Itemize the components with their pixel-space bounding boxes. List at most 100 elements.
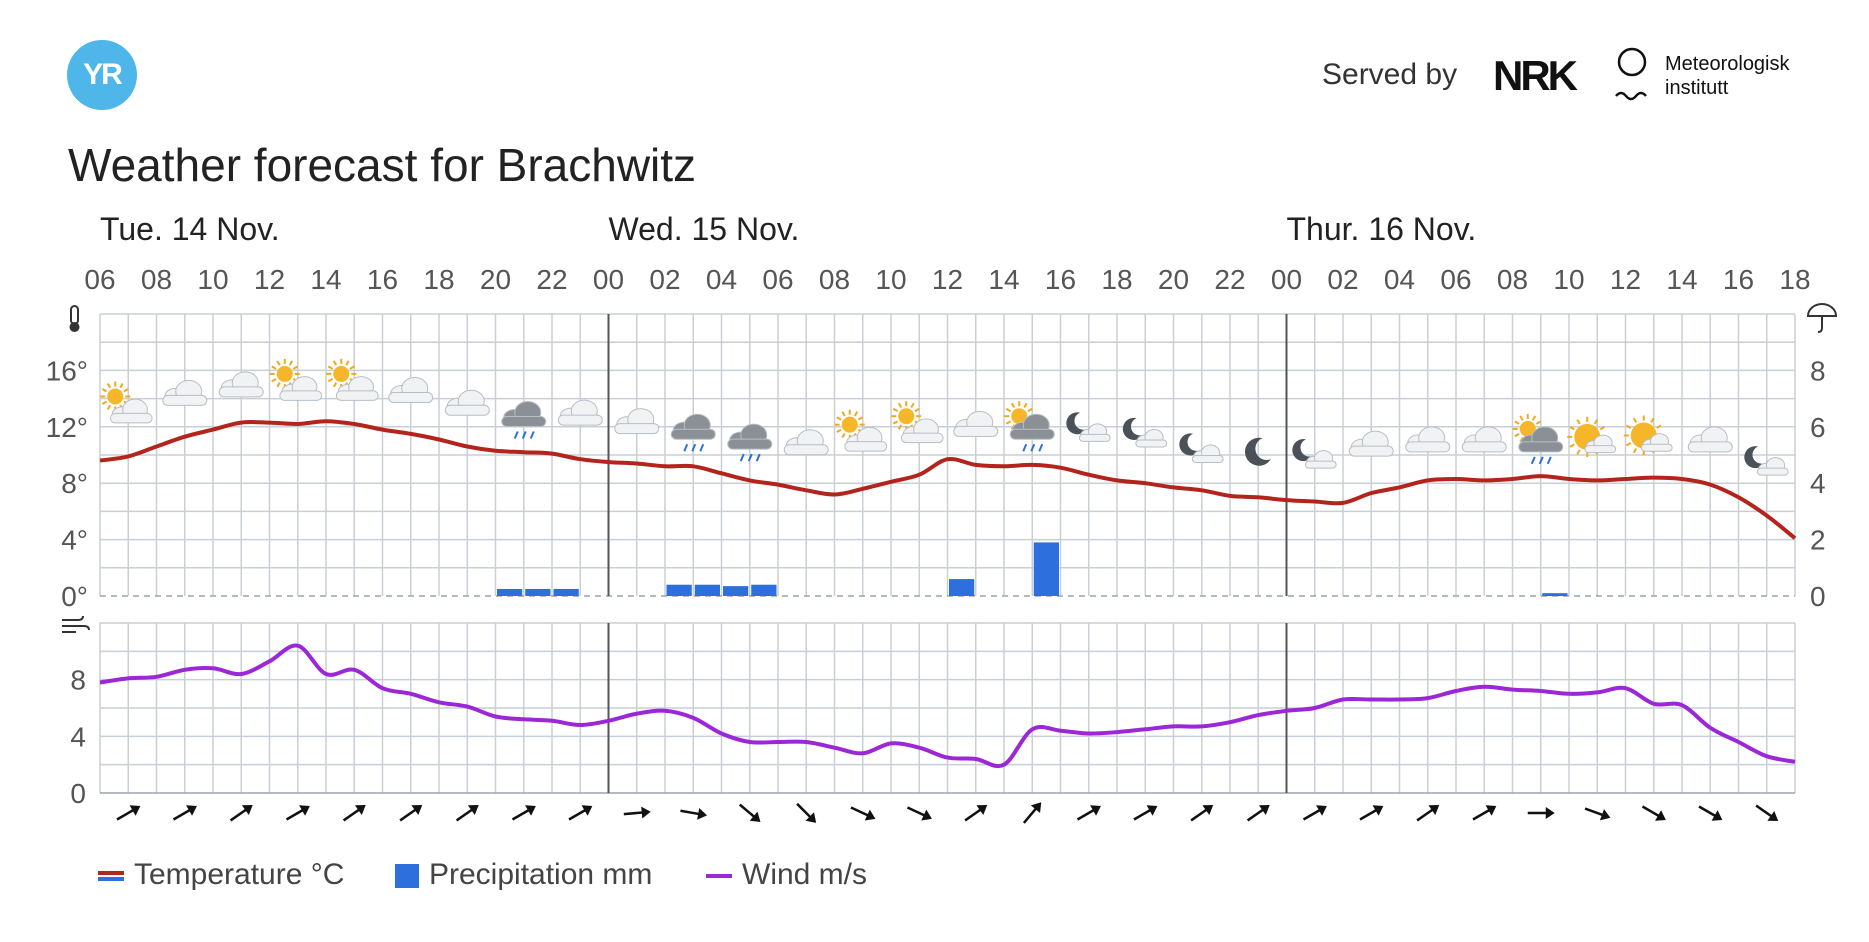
legend-temperature-label: Temperature °C xyxy=(134,858,345,891)
wind-direction-arrow xyxy=(796,802,817,823)
precipitation-y-tick: 8 xyxy=(1810,355,1826,386)
header: YR Served by NRK Meteorologisk institutt xyxy=(0,0,1869,130)
moon-cloud-icon xyxy=(1292,439,1337,469)
x-tick-label: 16 xyxy=(1723,264,1754,295)
served-by-label: Served by xyxy=(1322,58,1458,91)
wind-direction-arrow xyxy=(850,806,876,821)
wind-icon xyxy=(62,615,90,633)
x-tick-label: 04 xyxy=(1384,264,1415,295)
x-tick-label: 10 xyxy=(1553,264,1584,295)
x-tick-label: 12 xyxy=(254,264,285,295)
cloud-icon xyxy=(444,389,490,416)
met-institute-icon xyxy=(1615,47,1647,101)
cloud-icon xyxy=(783,429,829,456)
precipitation-y-tick: 0 xyxy=(1810,581,1826,612)
met-institute-line1: Meteorologisk xyxy=(1665,53,1790,75)
wind-layer xyxy=(99,643,1796,824)
partly-sunny-icon xyxy=(269,358,323,401)
x-tick-label: 16 xyxy=(1045,264,1076,295)
axis-labels: Tue. 14 Nov. Wed. 15 Nov. Thur. 16 Nov.06 0… xyxy=(46,211,1838,809)
rain-cloud-icon xyxy=(670,413,716,452)
cloud-icon xyxy=(1461,426,1507,453)
partly-sunny-icon xyxy=(326,358,379,401)
rain-cloud-icon xyxy=(727,423,773,462)
precipitation-y-tick: 6 xyxy=(1810,412,1826,443)
temperature-y-tick: 0° xyxy=(61,581,88,612)
day-label: Wed. 15 Nov. xyxy=(609,211,800,247)
yr-logo-text: YR xyxy=(83,58,123,91)
cloud-icon xyxy=(388,377,434,404)
x-tick-label: 00 xyxy=(593,264,624,295)
wind-direction-arrow xyxy=(1359,805,1384,821)
wind-y-tick: 0 xyxy=(70,778,86,809)
x-tick-label: 08 xyxy=(1497,264,1528,295)
precipitation-swatch xyxy=(395,864,419,889)
precipitation-bar xyxy=(497,588,523,596)
wind-direction-arrow xyxy=(1076,805,1101,821)
sun-rain-cloud-icon xyxy=(1512,413,1564,465)
x-tick-label: 00 xyxy=(1271,264,1302,295)
wind-direction-arrow xyxy=(568,805,593,821)
wind-direction-arrow xyxy=(964,804,988,822)
umbrella-icon xyxy=(1806,303,1838,333)
x-tick-label: 06 xyxy=(84,264,115,295)
wind-direction-arrow xyxy=(623,806,651,819)
x-tick-label: 14 xyxy=(1666,264,1697,295)
x-tick-label: 14 xyxy=(988,264,1019,295)
precipitation-bar xyxy=(525,588,551,596)
met-institute-logo[interactable]: Meteorologisk institutt xyxy=(1665,52,1790,100)
wind-direction-arrow xyxy=(1698,805,1723,821)
nrk-logo[interactable]: NRK xyxy=(1493,52,1578,99)
wind-direction-arrow xyxy=(1527,807,1555,819)
cloud-icon xyxy=(1687,426,1733,453)
x-tick-label: 18 xyxy=(423,264,454,295)
legend-precipitation-label: Precipitation mm xyxy=(429,858,653,891)
legend-precipitation: Precipitation mm xyxy=(395,858,652,892)
precipitation-bars xyxy=(497,542,1568,596)
sun-cloud-icon xyxy=(1567,416,1617,457)
precipitation-bar xyxy=(723,586,749,596)
wind-direction-arrow xyxy=(399,804,423,822)
temperature-y-tick: 16° xyxy=(46,355,88,386)
wind-direction-arrow xyxy=(1755,804,1779,822)
wind-direction-arrow xyxy=(229,804,253,822)
x-tick-label: 18 xyxy=(1101,264,1132,295)
precipitation-bar xyxy=(1542,593,1568,596)
moon-cloud-icon xyxy=(1066,412,1111,442)
legend-wind: Wind m/s xyxy=(706,858,867,892)
x-tick-label: 04 xyxy=(706,264,737,295)
wind-line xyxy=(99,643,1796,769)
page-title: Weather forecast for Brachwitz xyxy=(68,139,697,191)
grid-layer xyxy=(99,313,1796,794)
moon-cloud-icon xyxy=(1744,446,1789,476)
cloud-icon xyxy=(1348,430,1394,457)
wind-swatch xyxy=(706,874,732,879)
temperature-y-tick: 4° xyxy=(61,525,88,556)
legend-wind-label: Wind m/s xyxy=(742,858,868,891)
temperature-y-tick: 8° xyxy=(61,468,88,499)
yr-logo[interactable]: YR xyxy=(67,40,137,110)
partly-sunny-icon xyxy=(891,401,944,444)
x-tick-label: 06 xyxy=(762,264,793,295)
wind-direction-arrow xyxy=(1472,805,1497,821)
wind-direction-arrow xyxy=(342,804,366,822)
x-tick-label: 20 xyxy=(480,264,511,295)
cloud-icon xyxy=(218,371,264,398)
precipitation-y-tick: 2 xyxy=(1810,525,1826,556)
wind-y-tick: 8 xyxy=(70,665,86,696)
precipitation-bar xyxy=(694,584,720,596)
moon-icon xyxy=(1244,437,1271,466)
weather-symbols xyxy=(100,358,1789,476)
wind-direction-arrow xyxy=(511,805,536,821)
temperature-y-tick: 12° xyxy=(46,412,88,443)
wind-direction-arrow xyxy=(455,804,479,822)
legend-temperature: Temperature °C xyxy=(98,858,344,892)
wind-y-tick: 4 xyxy=(70,721,86,752)
day-label: Tue. 14 Nov. xyxy=(100,211,280,247)
cloud-icon xyxy=(557,399,603,426)
cloud-icon xyxy=(614,408,660,435)
x-tick-label: 08 xyxy=(819,264,850,295)
moon-cloud-icon xyxy=(1122,417,1168,448)
rain-cloud-icon xyxy=(501,401,547,439)
